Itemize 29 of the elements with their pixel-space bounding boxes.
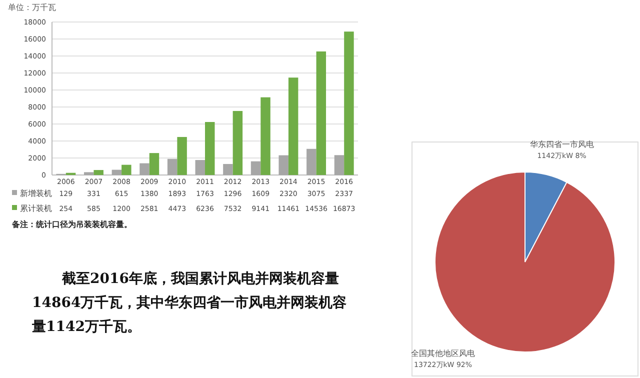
bar [334, 155, 344, 175]
bar [84, 172, 94, 175]
bar [260, 97, 270, 175]
slice-label: 华东四省一市风电 [530, 140, 594, 150]
text: 备注：统计口径为吊装装机容量。 [11, 219, 132, 229]
legend-label: 新增装机 [20, 189, 52, 198]
bar [177, 136, 187, 175]
slice-label: 全国其他地区风电 [411, 349, 475, 358]
bar [112, 170, 122, 175]
bar [205, 122, 215, 175]
bar [288, 78, 298, 175]
text: 量1142万千瓦。 [31, 318, 141, 335]
bar [306, 148, 316, 175]
bar [149, 153, 160, 175]
bar [344, 32, 354, 175]
bar [278, 155, 288, 175]
text: 截至2016年底，我国累计风电并网装机容量 [61, 270, 339, 287]
bar [195, 160, 205, 175]
bar [316, 51, 326, 175]
bar [94, 170, 104, 175]
bar [140, 163, 150, 175]
bar [167, 158, 178, 175]
bar [250, 161, 261, 175]
legend-label: 累计装机 [20, 204, 52, 213]
bar [122, 164, 132, 175]
bar [232, 110, 243, 175]
bar [223, 164, 233, 175]
text: 14864万千瓦，其中华东四省一市风电并网装机容 [32, 294, 347, 311]
y-axis-title: 单位：万千瓦 [8, 3, 56, 12]
